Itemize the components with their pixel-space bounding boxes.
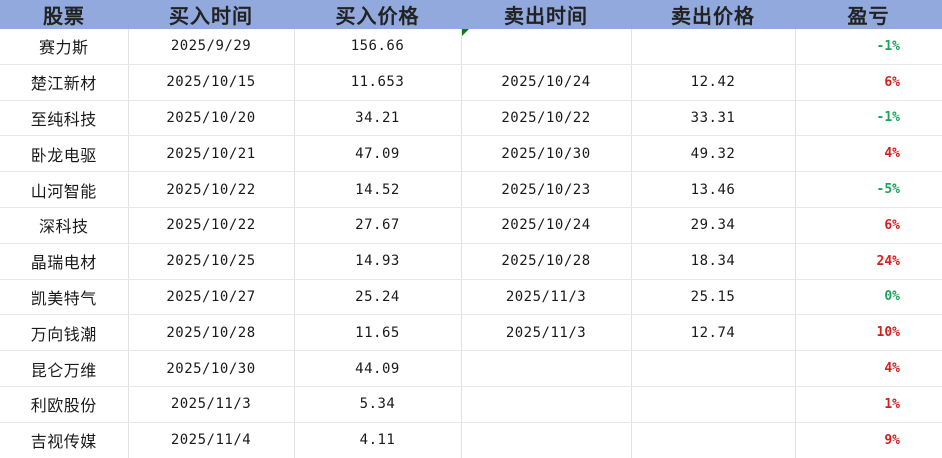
cell-stock[interactable]: 深科技 bbox=[0, 207, 129, 244]
table-row[interactable]: 楚江新材 2025/10/15 11.653 2025/10/24 12.42 6% bbox=[0, 64, 942, 101]
cell-sell-price[interactable] bbox=[631, 422, 796, 458]
cell-sell-time[interactable] bbox=[461, 386, 632, 423]
cell-buy-time[interactable]: 2025/10/22 bbox=[128, 171, 295, 208]
cell-buy-time[interactable]: 2025/10/22 bbox=[128, 207, 295, 244]
cell-sell-price[interactable]: 49.32 bbox=[631, 135, 796, 173]
column-header-sell-price[interactable]: 卖出价格 bbox=[631, 0, 795, 29]
cell-sell-time[interactable]: 2025/10/24 bbox=[461, 64, 632, 101]
cell-buy-time[interactable]: 2025/10/27 bbox=[128, 279, 295, 316]
table-row[interactable]: 卧龙电驱 2025/10/21 47.09 2025/10/30 49.32 4% bbox=[0, 135, 942, 173]
cell-buy-time[interactable]: 2025/10/15 bbox=[128, 64, 295, 101]
status-badge-pnl[interactable]: 6% bbox=[795, 207, 942, 244]
table-row[interactable]: 赛力斯 2025/9/29 156.66 -1% bbox=[0, 29, 942, 65]
cell-sell-time[interactable] bbox=[461, 29, 632, 65]
cell-sell-time[interactable]: 2025/11/3 bbox=[461, 314, 632, 352]
cell-sell-time[interactable]: 2025/10/28 bbox=[461, 243, 632, 280]
cell-buy-price[interactable]: 14.52 bbox=[294, 171, 462, 208]
cell-buy-price[interactable]: 14.93 bbox=[294, 243, 462, 280]
column-header-buy-price[interactable]: 买入价格 bbox=[294, 0, 461, 29]
cell-stock[interactable]: 吉视传媒 bbox=[0, 422, 129, 458]
status-badge-pnl[interactable]: 1% bbox=[795, 386, 942, 423]
table-header: 股票 买入时间 买入价格 卖出时间 卖出价格 盈亏 bbox=[0, 0, 942, 29]
cell-stock[interactable]: 昆仑万维 bbox=[0, 350, 129, 387]
cell-sell-price[interactable] bbox=[631, 386, 796, 423]
cell-sell-time[interactable] bbox=[461, 350, 632, 387]
cell-buy-time[interactable]: 2025/10/25 bbox=[128, 243, 295, 280]
cell-stock[interactable]: 至纯科技 bbox=[0, 100, 129, 137]
table-row[interactable]: 昆仑万维 2025/10/30 44.09 4% bbox=[0, 350, 942, 387]
column-header-pnl[interactable]: 盈亏 bbox=[795, 0, 942, 29]
status-badge-pnl[interactable]: 6% bbox=[795, 64, 942, 101]
cell-stock[interactable]: 楚江新材 bbox=[0, 64, 129, 101]
cell-buy-price[interactable]: 27.67 bbox=[294, 207, 462, 244]
status-badge-pnl[interactable]: 4% bbox=[795, 350, 942, 387]
cell-sell-price[interactable]: 12.42 bbox=[631, 64, 796, 101]
cell-stock[interactable]: 凯美特气 bbox=[0, 279, 129, 316]
cell-buy-time[interactable]: 2025/10/28 bbox=[128, 314, 295, 352]
status-badge-pnl[interactable]: 0% bbox=[795, 279, 942, 316]
cell-buy-time[interactable]: 2025/9/29 bbox=[128, 29, 295, 65]
cell-sell-time[interactable]: 2025/10/22 bbox=[461, 100, 632, 137]
cell-sell-price[interactable]: 29.34 bbox=[631, 207, 796, 244]
cell-sell-price[interactable]: 13.46 bbox=[631, 171, 796, 208]
cell-buy-price[interactable]: 156.66 bbox=[294, 29, 462, 65]
cell-buy-price[interactable]: 11.65 bbox=[294, 314, 462, 352]
cell-sell-price[interactable]: 25.15 bbox=[631, 279, 796, 316]
status-badge-pnl[interactable]: 9% bbox=[795, 422, 942, 458]
cell-stock[interactable]: 卧龙电驱 bbox=[0, 135, 129, 173]
cell-stock[interactable]: 赛力斯 bbox=[0, 29, 129, 65]
status-badge-pnl[interactable]: 24% bbox=[795, 243, 942, 280]
cell-sell-price[interactable] bbox=[631, 350, 796, 387]
column-header-buy-time[interactable]: 买入时间 bbox=[128, 0, 294, 29]
cell-buy-price[interactable]: 44.09 bbox=[294, 350, 462, 387]
cell-sell-price[interactable]: 18.34 bbox=[631, 243, 796, 280]
table-row[interactable]: 吉视传媒 2025/11/4 4.11 9% bbox=[0, 422, 942, 458]
cell-buy-price[interactable]: 11.653 bbox=[294, 64, 462, 101]
status-badge-pnl[interactable]: 10% bbox=[795, 314, 942, 352]
cell-stock[interactable]: 万向钱潮 bbox=[0, 314, 129, 352]
status-badge-pnl[interactable]: -5% bbox=[795, 171, 942, 208]
status-badge-pnl[interactable]: -1% bbox=[795, 100, 942, 137]
cell-sell-time[interactable]: 2025/10/24 bbox=[461, 207, 632, 244]
table-row[interactable]: 晶瑞电材 2025/10/25 14.93 2025/10/28 18.34 24% bbox=[0, 243, 942, 280]
status-badge-pnl[interactable]: 4% bbox=[795, 135, 942, 173]
cell-buy-time[interactable]: 2025/10/30 bbox=[128, 350, 295, 387]
cell-buy-time[interactable]: 2025/10/20 bbox=[128, 100, 295, 137]
cell-stock[interactable]: 山河智能 bbox=[0, 171, 129, 208]
cell-sell-time[interactable]: 2025/10/30 bbox=[461, 135, 632, 173]
cell-sell-time[interactable]: 2025/10/23 bbox=[461, 171, 632, 208]
cell-sell-price[interactable]: 33.31 bbox=[631, 100, 796, 137]
cell-buy-price[interactable]: 47.09 bbox=[294, 135, 462, 173]
table-row[interactable]: 至纯科技 2025/10/20 34.21 2025/10/22 33.31 -1% bbox=[0, 100, 942, 137]
header-row: 股票 买入时间 买入价格 卖出时间 卖出价格 盈亏 bbox=[0, 0, 942, 29]
cell-buy-price[interactable]: 4.11 bbox=[294, 422, 462, 458]
table-row[interactable]: 凯美特气 2025/10/27 25.24 2025/11/3 25.15 0% bbox=[0, 279, 942, 316]
table-row[interactable]: 深科技 2025/10/22 27.67 2025/10/24 29.34 6% bbox=[0, 207, 942, 244]
table-row[interactable]: 利欧股份 2025/11/3 5.34 1% bbox=[0, 386, 942, 423]
status-badge-pnl[interactable]: -1% bbox=[795, 29, 942, 65]
cell-buy-price[interactable]: 34.21 bbox=[294, 100, 462, 137]
cell-buy-time[interactable]: 2025/10/21 bbox=[128, 135, 295, 173]
table-body: 赛力斯 2025/9/29 156.66 -1% 楚江新材 2025/10/15 11.65… bbox=[0, 29, 942, 458]
table-row[interactable]: 万向钱潮 2025/10/28 11.65 2025/11/3 12.74 10% bbox=[0, 314, 942, 352]
cell-buy-price[interactable]: 5.34 bbox=[294, 386, 462, 423]
comment-flag-icon bbox=[461, 29, 469, 36]
cell-sell-time[interactable] bbox=[461, 422, 632, 458]
cell-buy-time[interactable]: 2025/11/4 bbox=[128, 422, 295, 458]
cell-stock[interactable]: 晶瑞电材 bbox=[0, 243, 129, 280]
column-header-stock[interactable]: 股票 bbox=[0, 0, 128, 29]
cell-stock[interactable]: 利欧股份 bbox=[0, 386, 129, 423]
cell-sell-price[interactable] bbox=[631, 29, 796, 65]
table-row[interactable]: 山河智能 2025/10/22 14.52 2025/10/23 13.46 -5% bbox=[0, 171, 942, 208]
column-header-sell-time[interactable]: 卖出时间 bbox=[461, 0, 631, 29]
cell-sell-price[interactable]: 12.74 bbox=[631, 314, 796, 352]
cell-buy-time[interactable]: 2025/11/3 bbox=[128, 386, 295, 423]
cell-buy-price[interactable]: 25.24 bbox=[294, 279, 462, 316]
cell-sell-time[interactable]: 2025/11/3 bbox=[461, 279, 632, 316]
